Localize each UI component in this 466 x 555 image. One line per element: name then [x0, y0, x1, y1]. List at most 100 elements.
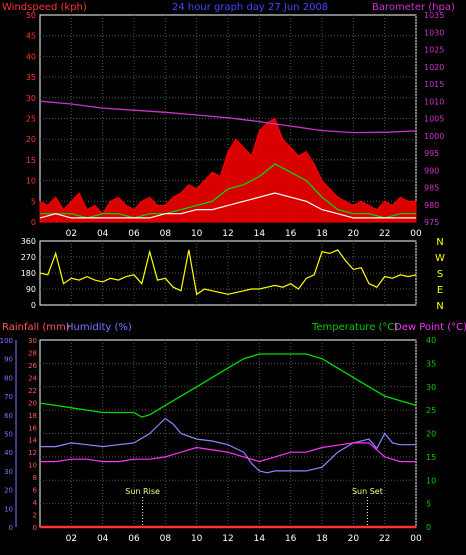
compass-label: W	[435, 253, 445, 264]
barometer-tick-label: 1005	[424, 115, 444, 124]
temperature-panel-x-tick-label: 10	[191, 534, 203, 544]
rainfall-tick-label: 0	[33, 524, 37, 532]
windspeed-tick-label: 20	[26, 135, 36, 144]
rainfall-tick-label: 26	[28, 362, 37, 370]
barometer-tick-label: 975	[424, 218, 439, 227]
temperature-tick-label: 10	[426, 476, 436, 485]
humidity-tick-label: 70	[4, 393, 13, 401]
direction-tick-label: 180	[21, 269, 36, 278]
windspeed-tick-label: 40	[26, 52, 36, 61]
temperature-tick-label: 40	[426, 336, 436, 345]
compass-label: N	[436, 301, 443, 312]
temperature-tick-label: 0	[426, 523, 431, 532]
barometer-tick-label: 980	[424, 201, 439, 210]
wind-panel-x-tick-label: 04	[97, 229, 109, 239]
rainfall-tick-label: 22	[28, 387, 37, 395]
barometer-series	[39, 100, 417, 134]
temperature-panel-x-tick-label: 14	[254, 534, 266, 544]
gust-series	[40, 163, 416, 219]
rainfall-tick-label: 20	[28, 399, 37, 407]
wind-direction-series	[39, 249, 417, 296]
graph-title: 24 hour graph day 27 Jun 2008	[172, 2, 328, 13]
temperature-tick-label: 35	[426, 359, 436, 368]
humidity-tick-label: 50	[4, 431, 13, 439]
barometer-tick-label: 985	[424, 184, 439, 193]
direction-tick-label: 270	[21, 253, 36, 262]
temperature-tick-label: 25	[426, 406, 436, 415]
windspeed-tick-label: 45	[26, 32, 36, 41]
compass-label: N	[436, 237, 443, 248]
barometer-axis-label: Barometer (hpa)	[372, 2, 455, 13]
barometer-tick-label: 995	[424, 149, 439, 158]
rainfall-axis-label: Rainfall (mm)	[2, 322, 70, 333]
temperature-panel-x-tick-label: 18	[316, 534, 328, 544]
sun-event-label: Sun Set	[352, 487, 383, 496]
humidity-tick-label: 30	[4, 468, 13, 476]
barometer-tick-label: 1010	[424, 97, 444, 106]
humidity-tick-label: 40	[4, 449, 13, 457]
humidity-tick-label: 0	[9, 524, 13, 532]
windspeed-axis-label: Windspeed (kph)	[2, 2, 87, 13]
temperature-tick-label: 15	[426, 453, 436, 462]
rainfall-tick-label: 8	[33, 474, 37, 482]
humidity-tick-label: 100	[0, 337, 13, 345]
compass-label: S	[437, 269, 443, 280]
rainfall-tick-label: 4	[33, 499, 38, 507]
humidity-tick-label: 80	[4, 374, 13, 382]
windspeed-tick-label: 50	[26, 11, 36, 20]
temperature-series	[39, 353, 417, 418]
barometer-tick-label: 1020	[424, 63, 444, 72]
temperature-panel-x-tick-label: 20	[348, 534, 360, 544]
windspeed-tick-label: 35	[26, 73, 36, 82]
windspeed-tick-label: 15	[26, 156, 36, 165]
avg-wind-series	[39, 192, 416, 219]
temperature-panel-x-tick-label: 08	[160, 534, 172, 544]
barometer-tick-label: 990	[424, 166, 439, 175]
temperature-tick-label: 30	[426, 383, 436, 392]
wind-panel-x-tick-label: 22	[379, 229, 390, 239]
wind-panel-x-tick-label: 16	[285, 229, 297, 239]
compass-label: E	[437, 285, 443, 296]
wind-panel-x-tick-label: 14	[254, 229, 266, 239]
windspeed-series	[39, 117, 417, 223]
temperature-panel-x-tick-label: 22	[379, 534, 390, 544]
temperature-panel-x-tick-label: 00	[410, 534, 422, 544]
temperature-panel-x-tick-label: 12	[222, 534, 233, 544]
rainfall-tick-label: 2	[33, 512, 37, 520]
humidity-tick-label: 90	[4, 356, 13, 364]
sun-event-label: Sun Rise	[125, 487, 160, 496]
rainfall-tick-label: 18	[28, 412, 37, 420]
humidity-tick-label: 10	[4, 505, 13, 513]
direction-tick-label: 90	[26, 285, 36, 294]
dewpoint-series	[40, 442, 416, 463]
direction-tick-label: 360	[21, 237, 36, 246]
wind-panel-x-tick-label: 00	[410, 229, 422, 239]
wind-panel-x-tick-label: 08	[160, 229, 172, 239]
temperature-tick-label: 5	[426, 500, 431, 509]
rainfall-tick-label: 10	[28, 462, 37, 470]
rainfall-tick-label: 30	[28, 337, 37, 345]
barometer-tick-label: 1030	[424, 28, 444, 37]
temperature-panel-x-tick-label: 02	[66, 534, 77, 544]
temperature-panel-x-tick-label: 06	[128, 534, 140, 544]
barometer-tick-label: 1025	[424, 46, 444, 55]
windspeed-tick-label: 0	[31, 218, 36, 227]
barometer-tick-label: 1015	[424, 80, 444, 89]
wind-panel-x-tick-label: 20	[348, 229, 360, 239]
rainfall-tick-label: 28	[28, 349, 37, 357]
wind-panel-x-tick-label: 10	[191, 229, 203, 239]
temperature-humidity-panel: 0102030405060708090100024681012141618202…	[0, 336, 436, 544]
temperature-panel-x-tick-label: 16	[285, 534, 297, 544]
temperature-tick-label: 20	[426, 430, 436, 439]
rainfall-tick-label: 12	[28, 449, 37, 457]
barometer-tick-label: 1000	[424, 132, 444, 141]
wind-panel-x-tick-label: 18	[316, 229, 328, 239]
wind-panel-x-tick-label: 02	[66, 229, 77, 239]
direction-tick-label: 0	[31, 301, 36, 310]
wind-barometer-panel: 0510152025303540455097598098599099510001…	[26, 11, 445, 239]
rainfall-tick-label: 24	[28, 374, 37, 382]
wind-panel-x-tick-label: 12	[222, 229, 233, 239]
